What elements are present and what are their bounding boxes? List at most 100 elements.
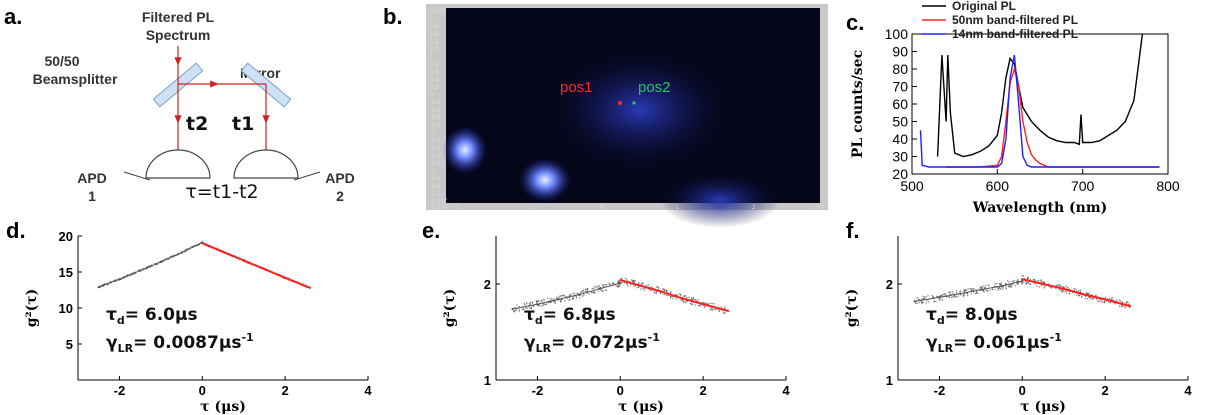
g2-data-point bbox=[242, 259, 245, 262]
g2-noise-point bbox=[710, 307, 712, 310]
g2-noise-point bbox=[1022, 282, 1024, 284]
g2-noise-point bbox=[643, 289, 645, 291]
g2-noise-point bbox=[692, 297, 695, 299]
g2-noise-point bbox=[543, 303, 545, 305]
g2-noise-point bbox=[1065, 285, 1068, 287]
g2-noise-point bbox=[542, 304, 545, 306]
g2-noise-point bbox=[703, 302, 705, 304]
g2-noise-point bbox=[1025, 282, 1027, 285]
g2-noise-point bbox=[1002, 286, 1005, 288]
map-y-tick-label: -2.2 bbox=[430, 176, 441, 182]
g2-noise-point bbox=[986, 290, 988, 292]
g2-noise-point bbox=[920, 300, 922, 303]
g2-noise-point bbox=[1014, 285, 1016, 287]
g2-noise-point bbox=[581, 290, 583, 292]
g2-noise-point bbox=[1001, 287, 1003, 289]
g2-noise-point bbox=[1000, 282, 1002, 284]
g2-noise-point bbox=[1075, 288, 1077, 290]
g2-noise-point bbox=[591, 292, 593, 294]
map-y-tick-label: -1.4 bbox=[430, 146, 441, 152]
g2-noise-point bbox=[1102, 301, 1104, 303]
spectrum-series-line bbox=[936, 33, 1144, 158]
g2-noise-point bbox=[514, 311, 516, 313]
g2-data-point bbox=[598, 287, 601, 290]
g2-noise-point bbox=[1114, 303, 1116, 305]
g2-noise-point bbox=[523, 304, 526, 306]
g2-noise-point bbox=[1012, 283, 1014, 286]
g2-noise-point bbox=[1024, 280, 1027, 283]
g2-noise-point bbox=[975, 291, 978, 294]
g2-data-point bbox=[577, 293, 581, 296]
g2-noise-point bbox=[1081, 295, 1083, 298]
g2-noise-point bbox=[1057, 284, 1060, 286]
g2-y-axis-label: g²(τ) bbox=[442, 289, 458, 328]
g2-noise-point bbox=[1007, 280, 1009, 282]
g2-noise-point bbox=[944, 293, 947, 295]
g2-noise-point bbox=[550, 297, 552, 299]
g2-noise-point bbox=[569, 294, 572, 296]
g2-noise-point bbox=[513, 310, 515, 312]
g2-noise-point bbox=[997, 289, 999, 291]
g2-noise-point bbox=[1050, 287, 1053, 289]
tau-d-annotation: τd= 6.8μs bbox=[524, 305, 616, 327]
g2-noise-point bbox=[921, 298, 923, 300]
pos2-marker bbox=[632, 101, 636, 105]
g2-noise-point bbox=[535, 302, 538, 304]
g2-noise-point bbox=[971, 288, 973, 290]
g2-noise-point bbox=[678, 293, 680, 295]
g2-noise-point bbox=[658, 288, 660, 290]
g2-data-trend bbox=[98, 242, 203, 288]
g2-noise-point bbox=[711, 302, 713, 305]
g2-x-tick-label: 2 bbox=[700, 383, 707, 398]
spectrum-y-tick-label: 20 bbox=[892, 166, 908, 182]
g2-noise-point bbox=[722, 311, 725, 313]
g2-noise-point bbox=[573, 293, 575, 295]
g2-noise-point bbox=[922, 295, 924, 298]
spectrum-y-tick-label: 30 bbox=[892, 149, 908, 165]
g2-noise-point bbox=[939, 299, 941, 301]
g2-noise-point bbox=[613, 282, 615, 284]
g2-noise-point bbox=[637, 286, 640, 288]
g2-noise-point bbox=[568, 297, 570, 299]
apd2-label-line2: 2 bbox=[336, 188, 344, 204]
g2-x-tick-label: 0 bbox=[1019, 383, 1026, 398]
panel-b: b. pos1 pos2 2.18321.81.61.41.210.80.60.… bbox=[383, 4, 828, 228]
spectrum-series-line bbox=[946, 66, 1160, 168]
g2-noise-point bbox=[676, 298, 678, 300]
g2-y-tick-label: 2 bbox=[484, 277, 491, 292]
g2-noise-point bbox=[1064, 286, 1066, 289]
g2-noise-point bbox=[518, 309, 521, 311]
g2-chart-f: -2 0 2 4 1 2 τ (μs) g²(τ) τd= 8.0μs γLR= 0.061μs-… bbox=[844, 236, 1192, 415]
g2-noise-point bbox=[1026, 281, 1028, 284]
map-y-tick-label: -2.6 bbox=[430, 191, 441, 197]
g2-noise-point bbox=[697, 299, 700, 301]
spectrum-y-tick-label: 50 bbox=[892, 114, 908, 130]
g2-noise-point bbox=[619, 283, 621, 286]
apd1-label-line1: APD bbox=[77, 170, 107, 186]
g2-noise-point bbox=[630, 279, 633, 281]
g2-data-point bbox=[1000, 284, 1003, 287]
g2-noise-point bbox=[625, 277, 627, 280]
g2-noise-point bbox=[674, 293, 677, 296]
g2-noise-point bbox=[594, 285, 596, 288]
g2-noise-point bbox=[943, 293, 945, 295]
g2-noise-point bbox=[664, 288, 666, 290]
g2-noise-point bbox=[516, 304, 518, 306]
g2-y-tick-label: 15 bbox=[59, 265, 73, 280]
g2-y-tick-label: 2 bbox=[886, 277, 893, 292]
g2-x-tick-label: 4 bbox=[782, 383, 790, 398]
g2-noise-point bbox=[582, 291, 585, 293]
g2-noise-point bbox=[686, 296, 688, 299]
g2-noise-point bbox=[1073, 288, 1075, 290]
g2-noise-point bbox=[616, 286, 619, 288]
g2-data-point bbox=[913, 300, 916, 303]
g2-noise-point bbox=[698, 305, 701, 307]
g2-noise-point bbox=[963, 291, 966, 293]
g2-x-tick-label: 2 bbox=[282, 383, 289, 398]
g2-noise-point bbox=[1085, 292, 1088, 295]
g2-noise-point bbox=[1044, 285, 1046, 288]
panel-label-b: b. bbox=[383, 4, 403, 29]
g2-noise-point bbox=[566, 298, 568, 300]
g2-noise-point bbox=[545, 303, 548, 305]
